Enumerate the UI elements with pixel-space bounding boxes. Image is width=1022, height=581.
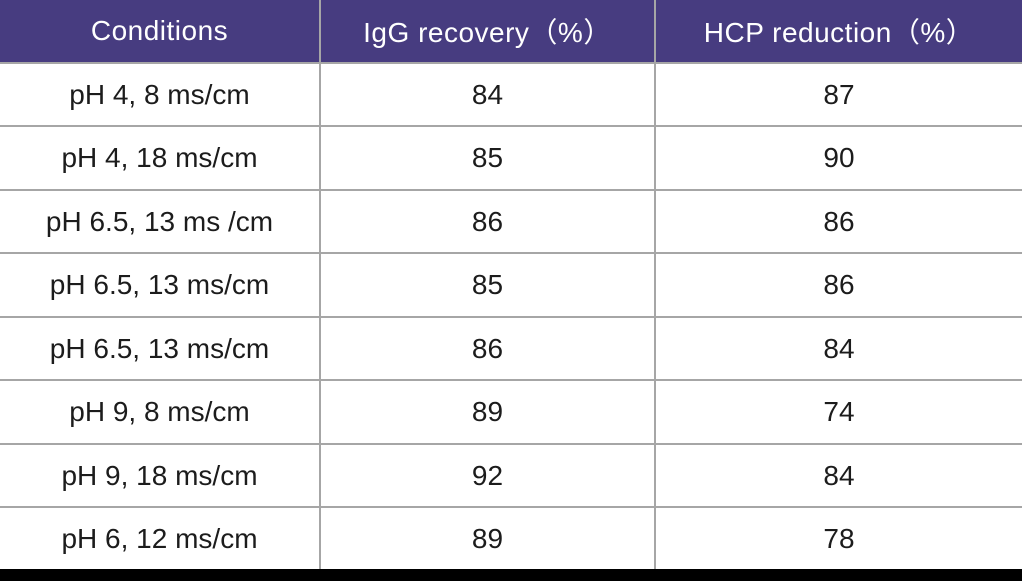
table-row: pH 6.5, 13 ms /cm 86 86 bbox=[0, 188, 1022, 255]
condition-cell: pH 6.5, 13 ms/cm bbox=[0, 252, 321, 318]
hcp-reduction-cell: 86 bbox=[654, 252, 1022, 318]
igg-recovery-cell: 89 bbox=[319, 506, 656, 569]
condition-cell: pH 9, 8 ms/cm bbox=[0, 379, 321, 445]
header-igg-recovery: IgG recovery（%） bbox=[319, 0, 656, 64]
results-table: Conditions IgG recovery（%） HCP reduction… bbox=[0, 0, 1022, 569]
condition-cell: pH 6.5, 13 ms /cm bbox=[0, 188, 321, 255]
table-row: pH 9, 8 ms/cm 89 74 bbox=[0, 379, 1022, 445]
table-body: pH 4, 8 ms/cm 84 87 pH 4, 18 ms/cm 85 90 pH 6.… bbox=[0, 61, 1022, 569]
bottom-black-bar bbox=[0, 569, 1022, 581]
hcp-reduction-cell: 78 bbox=[654, 506, 1022, 569]
hcp-reduction-cell: 84 bbox=[654, 442, 1022, 509]
table-row: pH 6.5, 13 ms/cm 86 84 bbox=[0, 315, 1022, 382]
hcp-reduction-cell: 74 bbox=[654, 379, 1022, 445]
igg-recovery-cell: 89 bbox=[319, 379, 656, 445]
hcp-reduction-cell: 90 bbox=[654, 125, 1022, 191]
table-row: pH 4, 8 ms/cm 84 87 bbox=[0, 61, 1022, 128]
igg-recovery-cell: 86 bbox=[319, 315, 656, 382]
condition-cell: pH 6.5, 13 ms/cm bbox=[0, 315, 321, 382]
condition-cell: pH 4, 18 ms/cm bbox=[0, 125, 321, 191]
hcp-reduction-cell: 87 bbox=[654, 61, 1022, 128]
igg-recovery-cell: 85 bbox=[319, 252, 656, 318]
condition-cell: pH 9, 18 ms/cm bbox=[0, 442, 321, 509]
condition-cell: pH 4, 8 ms/cm bbox=[0, 61, 321, 128]
condition-cell: pH 6, 12 ms/cm bbox=[0, 506, 321, 569]
igg-recovery-cell: 84 bbox=[319, 61, 656, 128]
igg-recovery-cell: 86 bbox=[319, 188, 656, 255]
hcp-reduction-cell: 84 bbox=[654, 315, 1022, 382]
table-header: Conditions IgG recovery（%） HCP reduction… bbox=[0, 0, 1022, 64]
table-row: pH 6.5, 13 ms/cm 85 86 bbox=[0, 252, 1022, 318]
table-row: pH 9, 18 ms/cm 92 84 bbox=[0, 442, 1022, 509]
header-conditions: Conditions bbox=[0, 0, 321, 64]
header-row: Conditions IgG recovery（%） HCP reduction… bbox=[0, 0, 1022, 64]
table-row: pH 6, 12 ms/cm 89 78 bbox=[0, 506, 1022, 569]
table-row: pH 4, 18 ms/cm 85 90 bbox=[0, 125, 1022, 191]
header-hcp-reduction: HCP reduction（%） bbox=[654, 0, 1022, 64]
igg-recovery-cell: 92 bbox=[319, 442, 656, 509]
igg-recovery-cell: 85 bbox=[319, 125, 656, 191]
hcp-reduction-cell: 86 bbox=[654, 188, 1022, 255]
